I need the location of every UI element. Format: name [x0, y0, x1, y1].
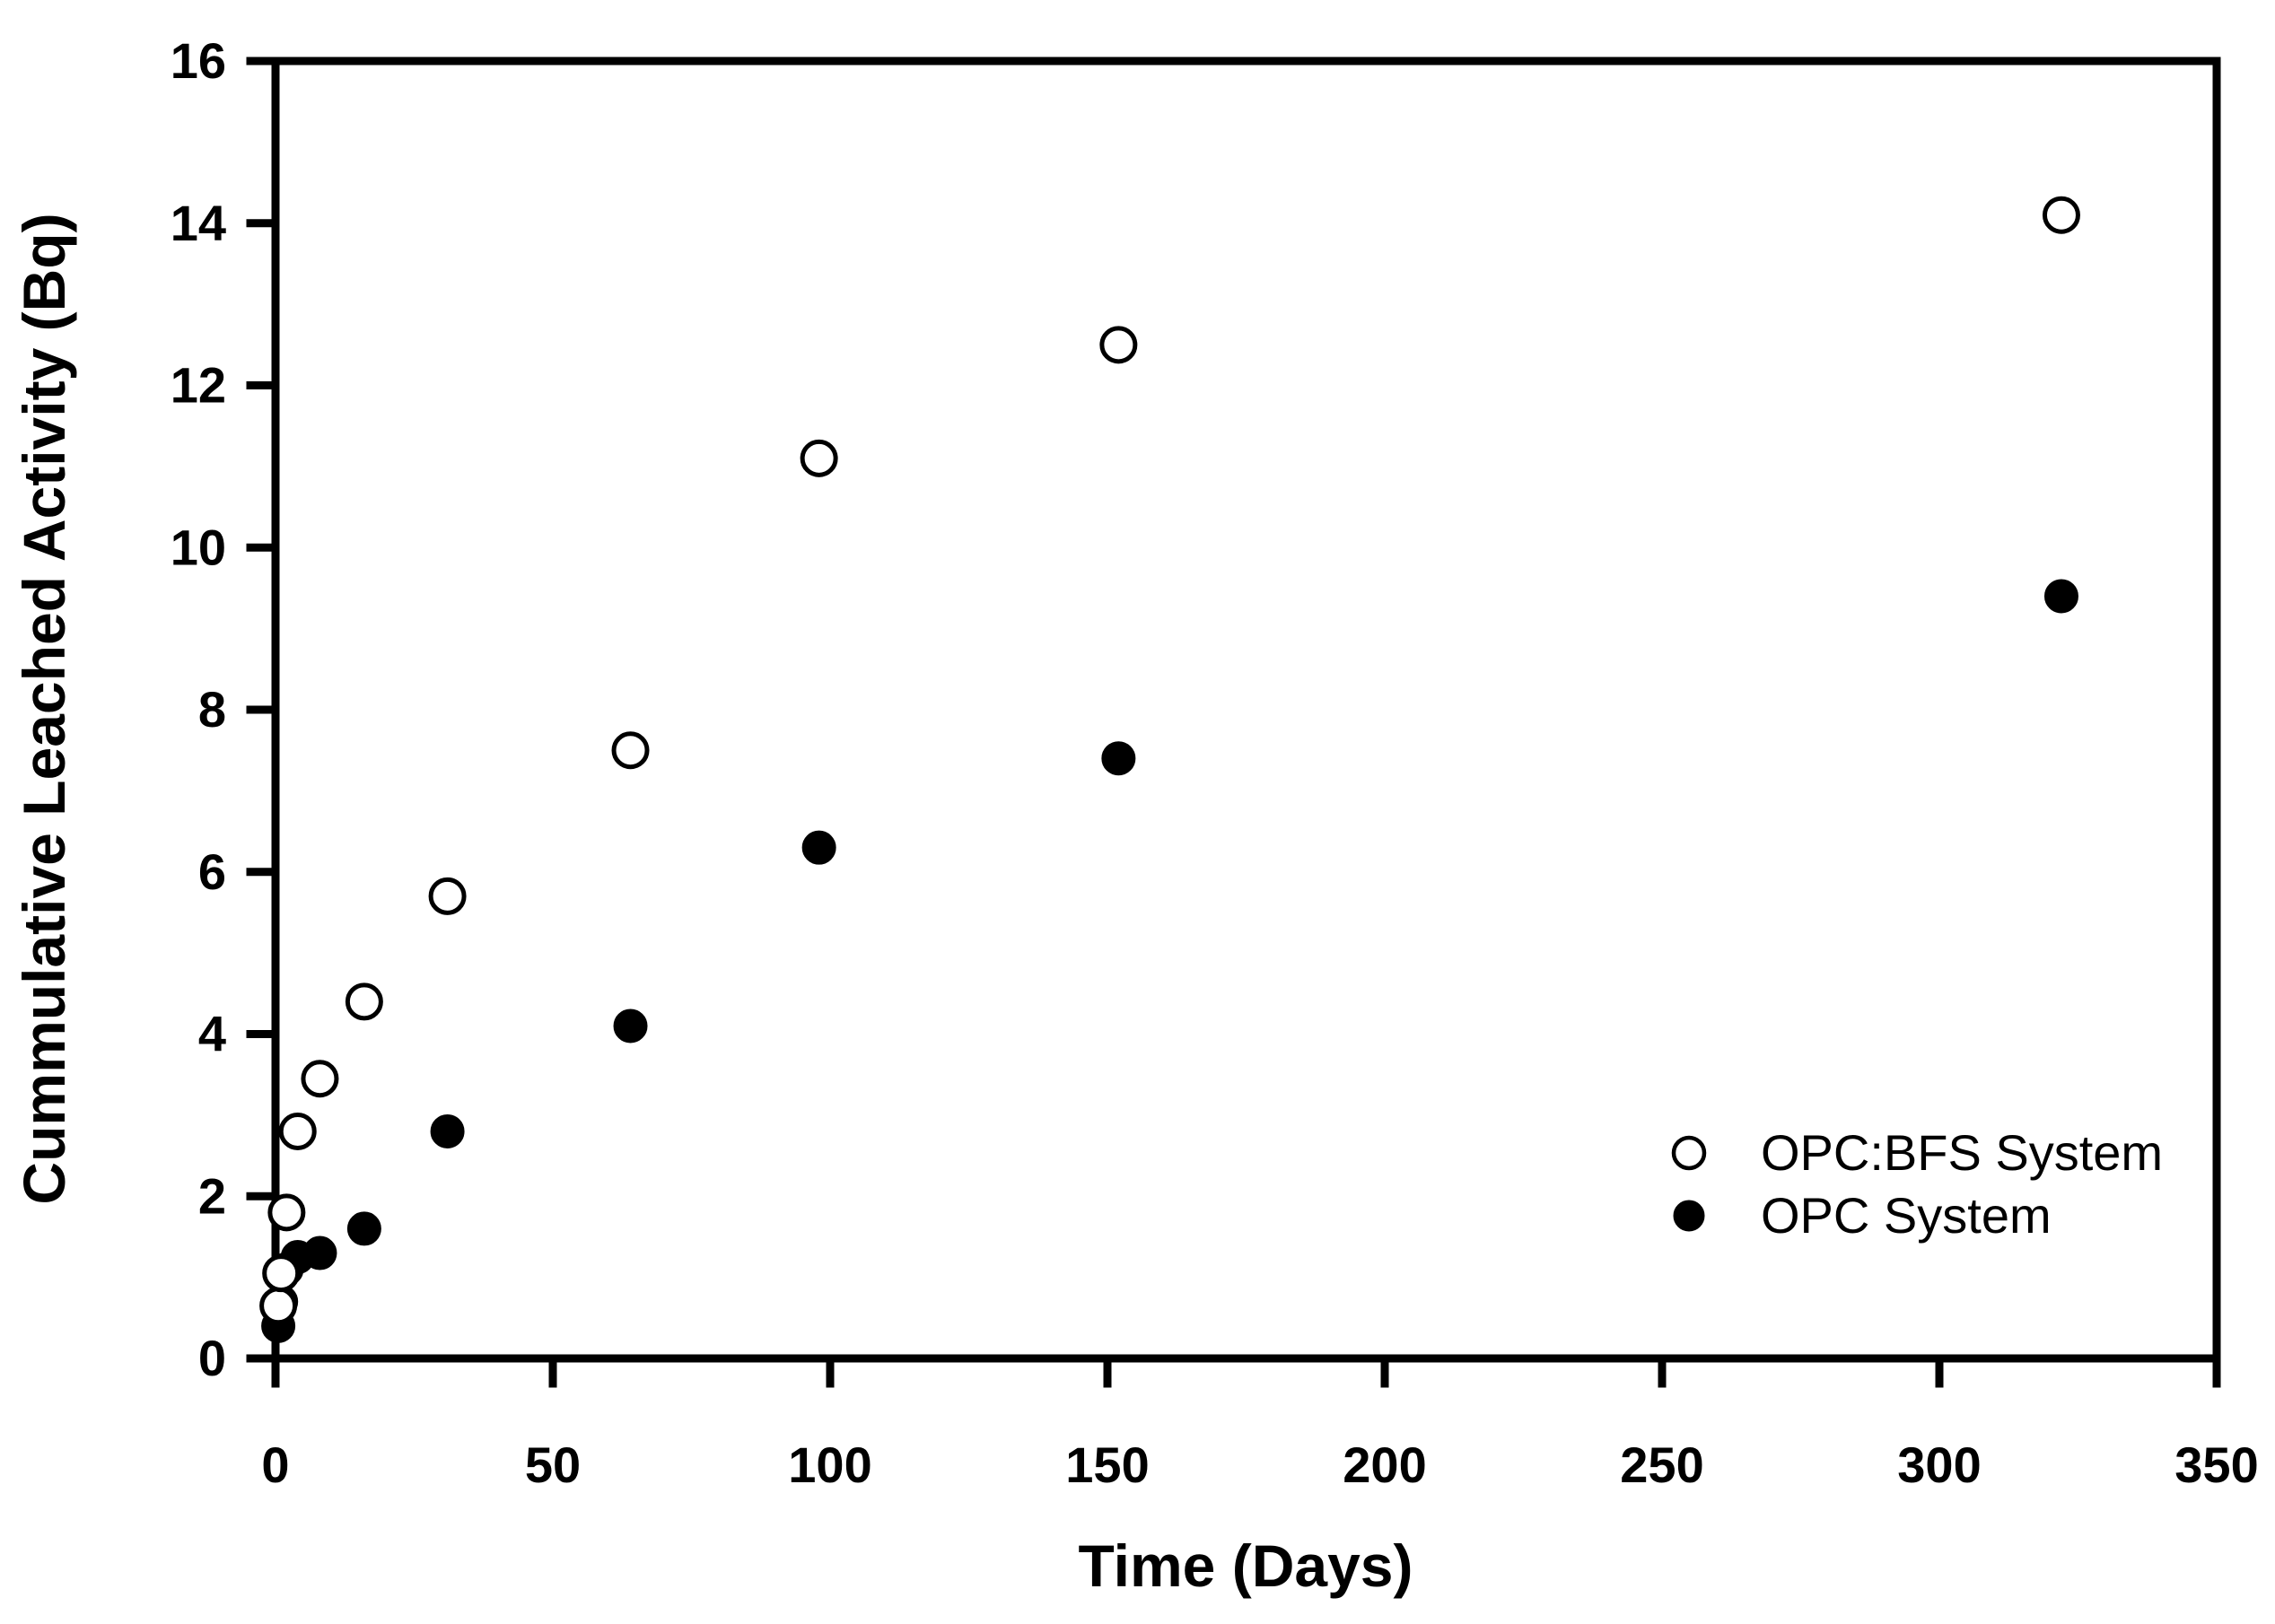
data-point-opc-bfs-system [611, 731, 650, 770]
y-tick-label: 8 [198, 681, 226, 738]
x-tick-label: 200 [1343, 1436, 1426, 1493]
y-tick-label: 6 [198, 843, 226, 900]
x-tick-label: 100 [788, 1436, 871, 1493]
data-point-opc-bfs-system [1099, 326, 1138, 364]
data-point-opc-bfs-system [2042, 196, 2080, 234]
x-tick-label: 0 [261, 1436, 289, 1493]
data-point-opc-system [801, 830, 836, 865]
x-tick-label: 50 [525, 1436, 581, 1493]
y-axis-title: Cummulative Leached Activity (Bq) [11, 213, 77, 1204]
plot-frame [271, 57, 2221, 1363]
y-tick-label: 10 [171, 519, 226, 575]
y-tick-label: 2 [198, 1167, 226, 1224]
legend-marker-opc-bfs-system [1671, 1135, 1707, 1171]
x-tick-label: 350 [2174, 1436, 2258, 1493]
x-tick-label: 250 [1620, 1436, 1703, 1493]
legend-marker-opc-system [1673, 1200, 1705, 1232]
data-point-opc-bfs-system [267, 1193, 306, 1232]
series-opc-bfs-system [259, 196, 2080, 1325]
data-point-opc-bfs-system [345, 982, 383, 1021]
y-tick-label: 16 [171, 32, 226, 89]
data-point-opc-bfs-system [428, 877, 467, 915]
data-point-opc-bfs-system [278, 1112, 317, 1150]
data-point-opc-bfs-system [262, 1254, 301, 1293]
data-point-opc-system [613, 1008, 648, 1043]
data-point-opc-system [430, 1113, 465, 1148]
y-tick-label: 4 [198, 1006, 226, 1062]
y-tick-label: 0 [198, 1330, 226, 1386]
data-point-opc-bfs-system [800, 439, 838, 477]
y-tick-label: 12 [171, 357, 226, 414]
x-tick-label: 150 [1065, 1436, 1149, 1493]
data-point-opc-system [302, 1235, 337, 1270]
data-point-opc-bfs-system [259, 1287, 298, 1325]
y-tick-label: 14 [171, 195, 226, 251]
legend: OPC:BFS System OPC System [1671, 1124, 2163, 1244]
data-point-opc-system [346, 1211, 381, 1246]
legend-label-opc-system: OPC System [1761, 1187, 2052, 1244]
x-tick-label: 300 [1897, 1436, 1981, 1493]
data-point-opc-system [1101, 741, 1136, 776]
data-point-opc-bfs-system [301, 1060, 339, 1098]
x-axis-title: Time (Days) [1079, 1532, 1413, 1599]
data-point-opc-system [2043, 579, 2078, 614]
legend-label-opc-bfs-system: OPC:BFS System [1761, 1124, 2163, 1181]
